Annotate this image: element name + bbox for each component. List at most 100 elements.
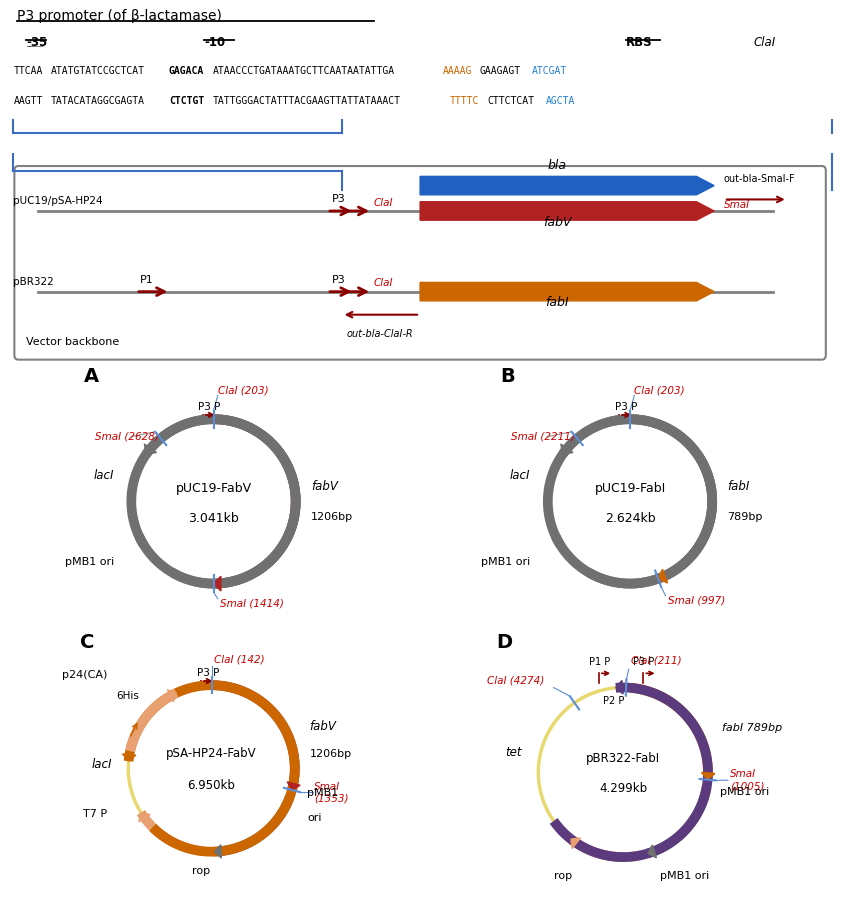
Text: rop: rop: [553, 871, 572, 881]
Text: pSA-HP24-FabV: pSA-HP24-FabV: [167, 748, 257, 760]
Text: rop: rop: [192, 866, 210, 876]
Text: lacI: lacI: [510, 469, 530, 482]
Text: B: B: [500, 367, 515, 386]
Text: pBR322: pBR322: [14, 277, 54, 287]
Text: SmaI: SmaI: [724, 200, 750, 210]
Text: P3: P3: [332, 275, 346, 285]
Text: SmaI (2628): SmaI (2628): [94, 431, 158, 441]
Text: SmaI (1414): SmaI (1414): [220, 599, 284, 609]
Text: pMB1 ori: pMB1 ori: [481, 557, 530, 567]
Text: ATATGTATCCGCTCAT: ATATGTATCCGCTCAT: [50, 66, 144, 76]
Text: P2 P: P2 P: [603, 695, 625, 705]
Text: ClaI: ClaI: [374, 278, 394, 289]
Text: _____: _____: [26, 41, 43, 48]
Text: ClaI: ClaI: [753, 36, 775, 49]
Text: P3 P: P3 P: [198, 401, 221, 411]
Text: ClaI (203): ClaI (203): [634, 385, 685, 395]
Text: 1206bp: 1206bp: [311, 511, 353, 521]
Text: pMB1 ori: pMB1 ori: [720, 787, 769, 797]
Text: T7 P: T7 P: [83, 809, 107, 819]
Polygon shape: [214, 845, 221, 858]
Text: -10: -10: [205, 36, 225, 49]
Text: fabV: fabV: [311, 480, 337, 492]
Text: P1: P1: [139, 275, 154, 285]
Polygon shape: [701, 772, 715, 779]
Text: C: C: [81, 633, 95, 652]
Text: P3 P: P3 P: [615, 401, 638, 411]
Text: pMB1 ori: pMB1 ori: [660, 871, 709, 881]
Text: TATTGGGACTATTTACGAAGTTATTATAAACT: TATTGGGACTATTTACGAAGTTATTATAAACT: [213, 96, 401, 106]
Polygon shape: [561, 444, 573, 455]
FancyArrow shape: [420, 177, 714, 195]
Text: P3 promoter (of β-lactamase): P3 promoter (of β-lactamase): [17, 9, 222, 23]
Text: pUC19/pSA-HP24: pUC19/pSA-HP24: [14, 197, 103, 207]
Text: TTTTC: TTTTC: [450, 96, 479, 106]
Text: ClaI: ClaI: [374, 198, 394, 207]
Text: P3: P3: [332, 194, 346, 204]
Text: 3.041kb: 3.041kb: [188, 512, 239, 525]
Text: RBS: RBS: [626, 36, 653, 49]
Text: ATCGAT: ATCGAT: [531, 66, 567, 76]
Text: pUC19-FabV: pUC19-FabV: [175, 482, 252, 495]
Text: CTCTGT: CTCTGT: [169, 96, 204, 106]
Polygon shape: [144, 444, 156, 455]
Text: pUC19-FabI: pUC19-FabI: [594, 482, 666, 495]
Text: P1 P: P1 P: [589, 658, 610, 667]
Text: pMB1: pMB1: [308, 788, 338, 798]
Text: 6.950kb: 6.950kb: [188, 778, 235, 792]
Text: fabI 789bp: fabI 789bp: [722, 723, 782, 732]
Text: 1206bp: 1206bp: [309, 749, 352, 759]
Text: tet: tet: [506, 746, 522, 759]
Text: SmaI (2211): SmaI (2211): [511, 431, 575, 441]
Text: P3 P: P3 P: [197, 667, 219, 678]
Text: CTTCTCAT: CTTCTCAT: [487, 96, 534, 106]
Text: out-bla-SmaI-F: out-bla-SmaI-F: [724, 174, 796, 184]
Text: 4.299kb: 4.299kb: [599, 782, 647, 795]
Text: P3 P: P3 P: [633, 658, 654, 667]
Text: A: A: [83, 367, 99, 386]
Polygon shape: [571, 838, 581, 849]
Text: fabV: fabV: [309, 721, 337, 733]
Text: GAGACA: GAGACA: [169, 66, 204, 76]
Text: pBR322-FabI: pBR322-FabI: [586, 751, 660, 765]
Text: fabI: fabI: [546, 296, 570, 309]
Polygon shape: [615, 680, 623, 694]
Text: ori: ori: [308, 814, 322, 824]
Polygon shape: [658, 569, 667, 583]
Text: AAGTT: AAGTT: [14, 96, 42, 106]
Polygon shape: [648, 845, 656, 858]
Text: SmaI (997): SmaI (997): [667, 595, 725, 605]
Text: ClaI (203): ClaI (203): [218, 385, 269, 395]
Text: AGCTA: AGCTA: [547, 96, 575, 106]
Polygon shape: [167, 690, 176, 702]
Text: TTCAA: TTCAA: [14, 66, 42, 76]
Text: -35: -35: [26, 36, 48, 49]
Text: bla: bla: [547, 159, 567, 171]
Text: p24(CA): p24(CA): [62, 670, 107, 680]
Text: lacI: lacI: [91, 758, 111, 771]
Polygon shape: [122, 754, 136, 761]
Text: 2.624kb: 2.624kb: [604, 512, 655, 525]
Text: SmaI
(1005): SmaI (1005): [730, 769, 764, 791]
Text: lacI: lacI: [94, 469, 114, 482]
Text: GAAGAGT: GAAGAGT: [479, 66, 521, 76]
Text: ATAACCCTGATAAATGCTTCAATAATATTGA: ATAACCCTGATAAATGCTTCAATAATATTGA: [213, 66, 395, 76]
Text: ClaI (142): ClaI (142): [213, 654, 264, 665]
Text: pMB1 ori: pMB1 ori: [65, 557, 114, 567]
Text: ClaI (211): ClaI (211): [631, 656, 682, 666]
Text: ClaI (4274): ClaI (4274): [487, 676, 545, 686]
Text: 6His: 6His: [116, 691, 139, 701]
Text: SmaI
(1353): SmaI (1353): [314, 782, 348, 804]
Text: D: D: [496, 633, 512, 652]
FancyArrow shape: [420, 202, 714, 220]
Polygon shape: [287, 782, 300, 790]
Polygon shape: [213, 576, 221, 591]
Text: fabI: fabI: [728, 480, 750, 492]
Text: TATACATAGGCGAGTA: TATACATAGGCGAGTA: [50, 96, 144, 106]
Text: fabV: fabV: [543, 216, 571, 228]
FancyArrow shape: [420, 282, 714, 301]
Polygon shape: [139, 813, 150, 822]
Text: AAAAG: AAAAG: [443, 66, 472, 76]
Text: Vector backbone: Vector backbone: [26, 337, 119, 347]
Text: 789bp: 789bp: [728, 511, 762, 521]
